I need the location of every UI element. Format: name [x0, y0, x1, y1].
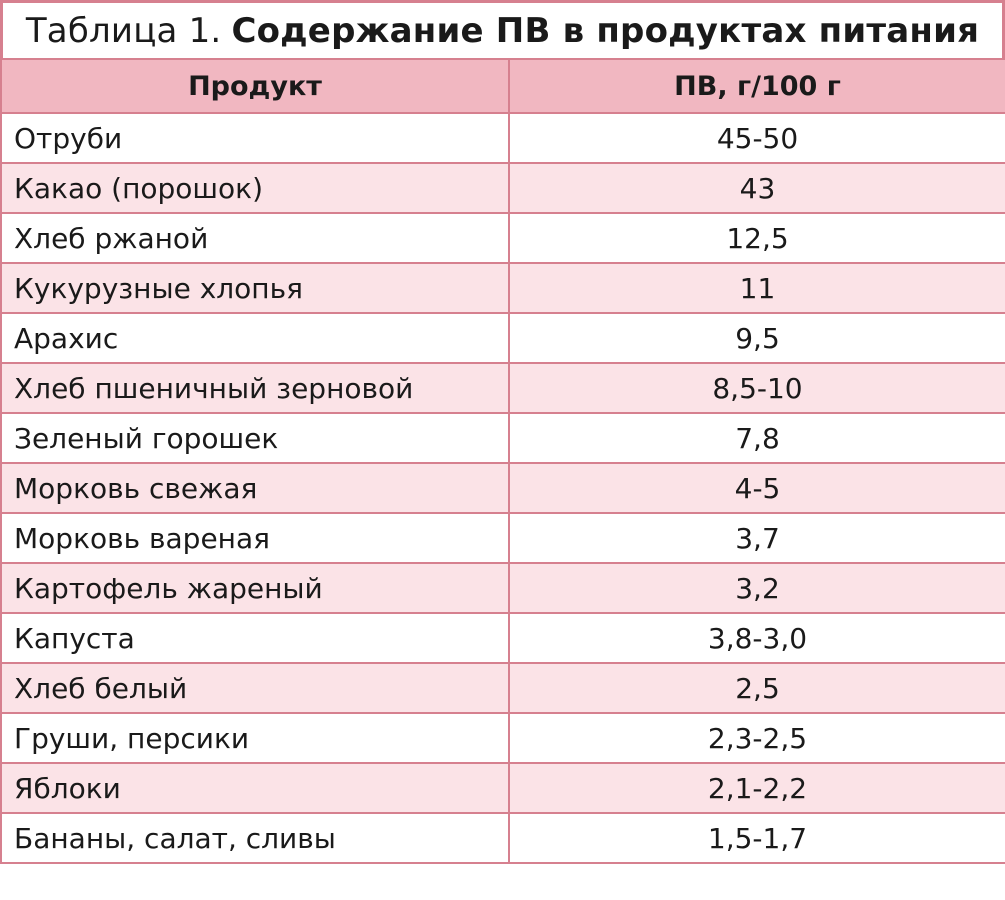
table-row: Какао (порошок) 43 — [0, 162, 1005, 214]
column-header-value: ПВ, г/100 г — [508, 58, 1005, 114]
table-row: Груши, персики 2,3-2,5 — [0, 712, 1005, 764]
column-header-product: Продукт — [0, 58, 510, 114]
product-cell: Бананы, салат, сливы — [0, 812, 510, 864]
data-table: Продукт ПВ, г/100 г Отруби 45-50 Какао (по… — [0, 58, 1005, 864]
product-cell: Зеленый горошек — [0, 412, 510, 464]
fiber-value-cell: 2,5 — [508, 662, 1005, 714]
fiber-value-cell: 11 — [508, 262, 1005, 314]
table-body: Отруби 45-50 Какао (порошок) 43 Хлеб ржаной 1… — [0, 112, 1005, 864]
caption-title: Содержание ПВ в продуктах питания — [231, 10, 980, 51]
product-cell: Хлеб ржаной — [0, 212, 510, 264]
fiber-value-cell: 9,5 — [508, 312, 1005, 364]
fiber-value-cell: 12,5 — [508, 212, 1005, 264]
table-row: Картофель жареный 3,2 — [0, 562, 1005, 614]
fiber-value-cell: 43 — [508, 162, 1005, 214]
fiber-value-cell: 8,5-10 — [508, 362, 1005, 414]
table-row: Хлеб пшеничный зерновой 8,5-10 — [0, 362, 1005, 414]
table-row: Бананы, салат, сливы 1,5-1,7 — [0, 812, 1005, 864]
table-row: Отруби 45-50 — [0, 112, 1005, 164]
table-row: Арахис 9,5 — [0, 312, 1005, 364]
fiber-value-cell: 1,5-1,7 — [508, 812, 1005, 864]
caption-prefix: Таблица 1. — [25, 10, 222, 51]
product-cell: Кукурузные хлопья — [0, 262, 510, 314]
product-cell: Яблоки — [0, 762, 510, 814]
table-row: Яблоки 2,1-2,2 — [0, 762, 1005, 814]
fiber-value-cell: 2,1-2,2 — [508, 762, 1005, 814]
table-row: Хлеб ржаной 12,5 — [0, 212, 1005, 264]
table-row: Капуста 3,8-3,0 — [0, 612, 1005, 664]
product-cell: Хлеб белый — [0, 662, 510, 714]
product-cell: Хлеб пшеничный зерновой — [0, 362, 510, 414]
fiber-value-cell: 3,2 — [508, 562, 1005, 614]
fiber-value-cell: 3,7 — [508, 512, 1005, 564]
table-row: Зеленый горошек 7,8 — [0, 412, 1005, 464]
product-cell: Картофель жареный — [0, 562, 510, 614]
product-cell: Какао (порошок) — [0, 162, 510, 214]
table-header-row: Продукт ПВ, г/100 г — [0, 58, 1005, 114]
table-row: Кукурузные хлопья 11 — [0, 262, 1005, 314]
fiber-value-cell: 7,8 — [508, 412, 1005, 464]
fiber-value-cell: 45-50 — [508, 112, 1005, 164]
table-row: Морковь вареная 3,7 — [0, 512, 1005, 564]
product-cell: Отруби — [0, 112, 510, 164]
product-cell: Морковь свежая — [0, 462, 510, 514]
product-cell: Морковь вареная — [0, 512, 510, 564]
fiber-value-cell: 4-5 — [508, 462, 1005, 514]
table-caption: Таблица 1. Содержание ПВ в продуктах пит… — [0, 0, 1005, 58]
fiber-value-cell: 3,8-3,0 — [508, 612, 1005, 664]
table-row: Морковь свежая 4-5 — [0, 462, 1005, 514]
table-row: Хлеб белый 2,5 — [0, 662, 1005, 714]
product-cell: Арахис — [0, 312, 510, 364]
product-cell: Груши, персики — [0, 712, 510, 764]
product-cell: Капуста — [0, 612, 510, 664]
fiber-value-cell: 2,3-2,5 — [508, 712, 1005, 764]
